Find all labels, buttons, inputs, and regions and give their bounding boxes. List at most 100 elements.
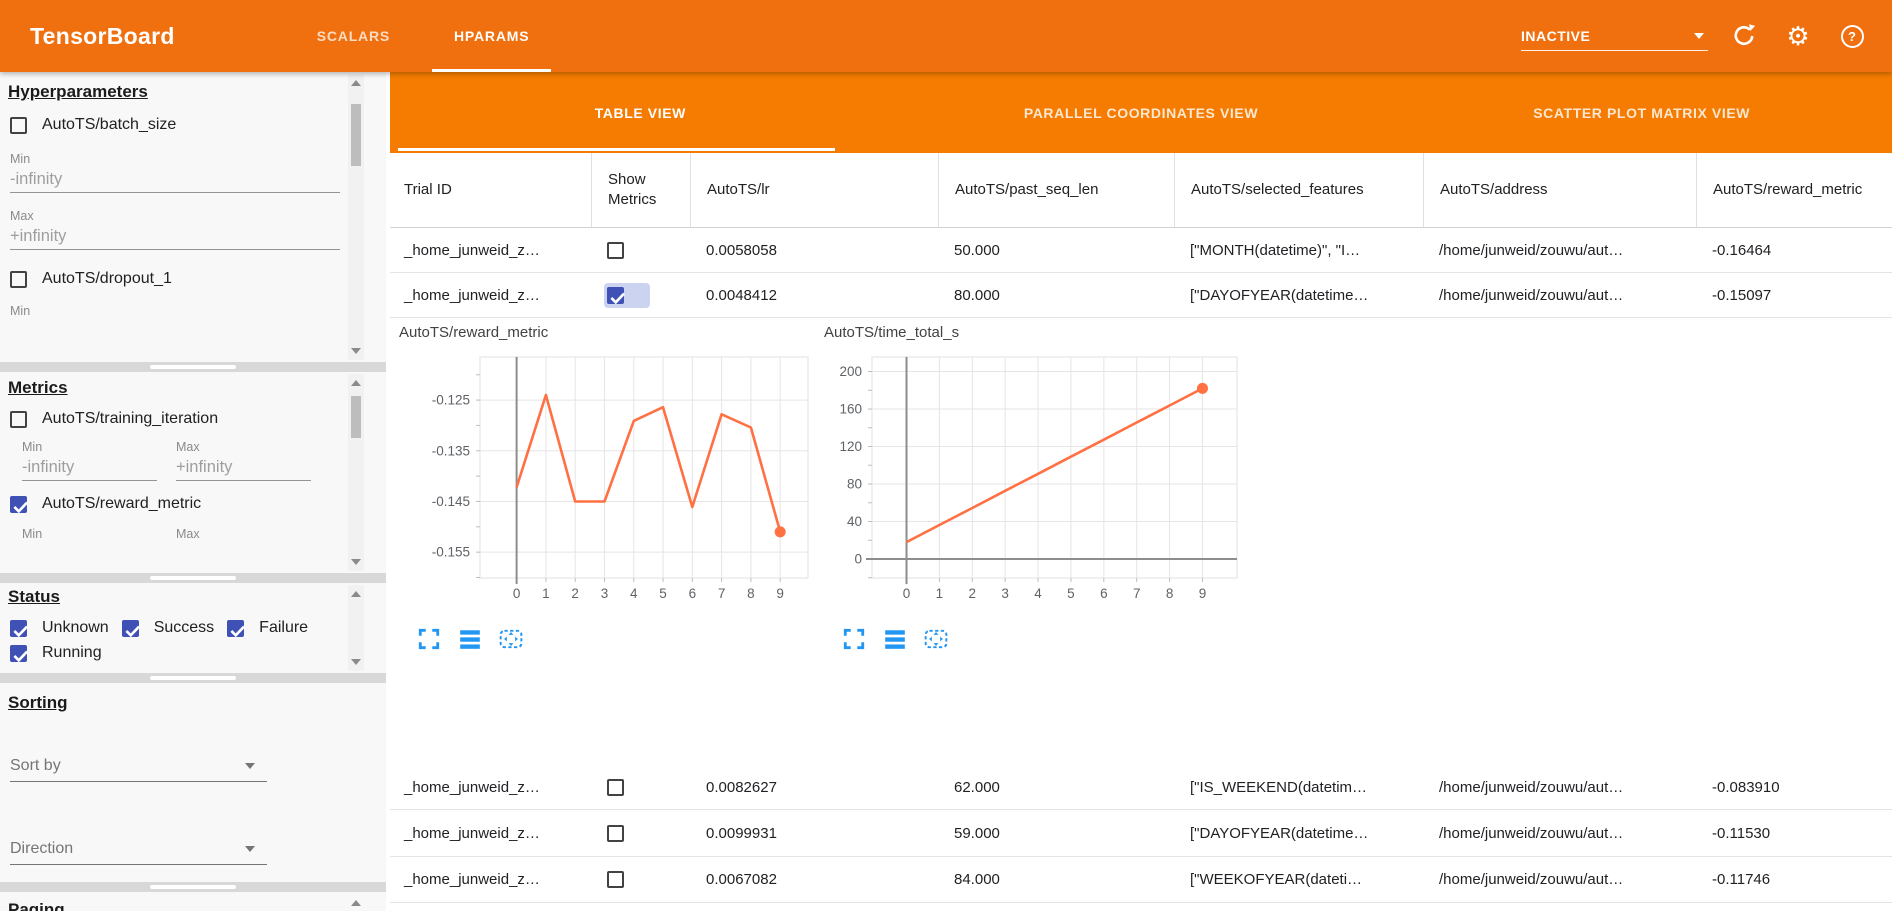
scroll-down-icon[interactable] [351,659,361,665]
svg-text:7: 7 [718,586,726,601]
batch-size-min-input[interactable]: -infinity [10,170,340,193]
pan-zoom-icon[interactable] [924,627,948,651]
selected-features-cell: ["DAYOFYEAR(datetime… [1190,286,1369,304]
metric-training-iteration[interactable]: AutoTS/training_iteration [10,410,386,428]
svg-text:-0.125: -0.125 [432,393,470,408]
section-resize-handle[interactable] [0,362,386,372]
appbar-tabs: SCALARS HPARAMS [285,0,562,72]
scroll-down-icon[interactable] [351,559,361,565]
settings-icon[interactable]: ⚙ [1786,21,1810,51]
metrics-scrollbar[interactable] [348,374,364,571]
status-option-running[interactable]: Running [10,644,386,662]
pan-zoom-icon[interactable] [499,627,523,651]
status-heading: Status [8,587,60,606]
column-header[interactable]: AutoTS/past_seq_len [938,153,1174,227]
svg-text:0: 0 [903,586,911,601]
paging-scrollbar[interactable] [348,894,364,909]
list-toggle-icon[interactable] [883,627,907,651]
scroll-thumb[interactable] [351,396,361,438]
scroll-down-icon[interactable] [351,348,361,354]
svg-text:120: 120 [839,439,862,454]
svg-text:1: 1 [542,586,550,601]
show-metrics-checkbox[interactable] [607,778,624,796]
ti-min-input[interactable]: -infinity [22,458,157,481]
svg-text:5: 5 [1067,586,1075,601]
ti-max-input[interactable]: +infinity [176,458,311,481]
svg-text:0: 0 [513,586,521,601]
batch-size-min-label: Min [10,152,31,166]
list-toggle-icon[interactable] [458,627,482,651]
help-icon[interactable]: ? [1838,22,1866,50]
show-metrics-checkbox[interactable] [607,241,624,259]
scroll-up-icon[interactable] [351,380,361,386]
column-header[interactable]: AutoTS/lr [690,153,938,227]
show-metrics-cell [591,857,690,902]
chevron-down-icon [245,763,255,769]
column-header[interactable]: Show Metrics [591,153,690,227]
scroll-up-icon[interactable] [351,80,361,86]
reward-metric-checkbox[interactable] [10,495,29,513]
show-metrics-checkbox[interactable] [607,286,626,304]
status-option-success[interactable]: Success [121,619,214,637]
column-header[interactable]: AutoTS/address [1423,153,1696,227]
hparam-dropout-1[interactable]: AutoTS/dropout_1 [10,270,386,288]
dropout-1-label: AutoTS/dropout_1 [42,270,172,287]
show-metrics-cell [591,810,690,856]
address-cell: /home/junweid/zouwu/aut… [1439,286,1624,304]
svg-text:0: 0 [854,551,862,566]
address-cell: /home/junweid/zouwu/aut… [1439,871,1624,888]
reward-metric-plot[interactable]: -0.125 -0.135 -0.145 -0.155 0 1 2 3 4 5 6 7 8 9 [395,344,820,609]
direction-dropdown[interactable]: Direction [10,840,267,865]
fullscreen-icon[interactable] [417,627,441,651]
active-tab-underline [398,148,835,151]
success-checkbox[interactable] [121,619,140,637]
status-scrollbar[interactable] [348,585,364,671]
column-header[interactable]: AutoTS/selected_features [1174,153,1423,227]
fullscreen-icon[interactable] [842,627,866,651]
unknown-checkbox[interactable] [10,619,29,637]
svg-text:-0.135: -0.135 [432,443,470,458]
section-resize-handle[interactable] [0,882,386,892]
metrics-charts-row: AutoTS/reward_metric -0.125 -0.135 -0.145-… [390,318,1892,765]
reward-metric-cell: -0.11746 [1712,871,1771,888]
reward-metric-label: AutoTS/reward_metric [42,495,202,512]
batch-size-max-input[interactable]: +infinity [10,227,340,250]
sort-by-dropdown[interactable]: Sort by [10,757,267,782]
tab-scatter-plot-matrix-view[interactable]: SCATTER PLOT MATRIX VIEW [1533,104,1751,121]
training-iteration-checkbox[interactable] [10,410,27,428]
batch-size-checkbox[interactable] [10,116,27,134]
chart-title: AutoTS/reward_metric [399,324,549,341]
scroll-up-icon[interactable] [351,591,361,597]
dropout-1-checkbox[interactable] [10,270,27,288]
column-header[interactable]: AutoTS/reward_metric [1696,153,1892,227]
svg-text:3: 3 [601,586,609,601]
unknown-label: Unknown [42,619,109,636]
refresh-icon[interactable] [1730,22,1758,50]
status-option-unknown[interactable]: Unknown [10,619,109,637]
run-status-dropdown[interactable]: INACTIVE [1521,21,1708,51]
section-resize-handle[interactable] [0,673,386,683]
failure-checkbox[interactable] [227,619,246,637]
time-total-plot[interactable]: 0 40 80 120 160 200 0 1 2 3 4 5 6 7 8 9 [820,344,1245,609]
running-checkbox[interactable] [10,644,29,662]
svg-text:4: 4 [630,586,638,601]
show-metrics-checkbox[interactable] [607,824,624,842]
section-paging: Paging [0,892,386,911]
metric-reward-metric[interactable]: AutoTS/reward_metric [10,495,386,513]
hyperparameters-scrollbar[interactable] [348,74,364,360]
scroll-up-icon[interactable] [351,900,361,906]
section-sorting: Sorting Sort by Direction [0,683,386,882]
tab-hparams[interactable]: HPARAMS [422,0,561,72]
svg-text:8: 8 [747,586,755,601]
section-resize-handle[interactable] [0,573,386,583]
scroll-thumb[interactable] [351,104,361,166]
status-option-failure[interactable]: Failure [227,619,308,637]
tab-parallel-coordinates-view[interactable]: PARALLEL COORDINATES VIEW [1023,104,1259,121]
tab-scalars[interactable]: SCALARS [316,28,391,44]
column-header[interactable]: Trial ID [404,180,452,198]
table-header: Trial ID Show Metrics AutoTS/lr AutoTS/past… [390,153,1892,228]
show-metrics-checkbox[interactable] [607,871,624,888]
tab-table-view[interactable]: TABLE VIEW [594,104,686,121]
ti-max-label: Max [176,440,200,454]
hparam-batch-size[interactable]: AutoTS/batch_size [10,116,386,134]
